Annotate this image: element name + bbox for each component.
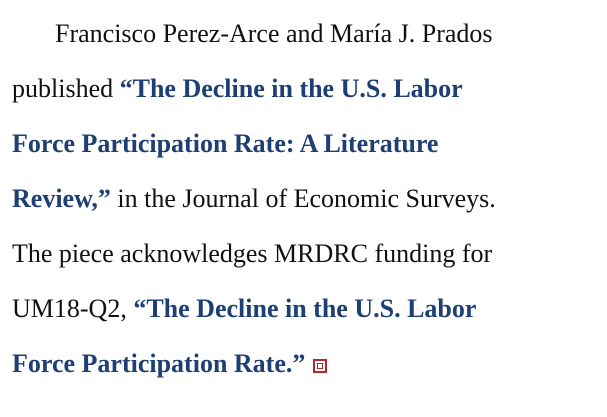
- link-text[interactable]: “The Decline in the U.S. Labor: [133, 294, 477, 323]
- text-line: Francisco Perez-Arce and María J. Prados: [12, 6, 595, 61]
- text-line: Force Participation Rate.”: [12, 336, 595, 391]
- body-text: The piece acknowledges MRDRC funding for: [12, 239, 493, 268]
- text-line: published “The Decline in the U.S. Labor: [12, 61, 595, 116]
- body-text: UM18-Q2,: [12, 294, 134, 323]
- external-icon[interactable]: [313, 359, 328, 373]
- body-text: published: [12, 74, 120, 103]
- text-line: UM18-Q2, “The Decline in the U.S. Labor: [12, 281, 595, 336]
- link-text[interactable]: Review,”: [12, 184, 111, 213]
- text-line: Review,” in the Journal of Economic Surv…: [12, 171, 595, 226]
- text-line: The piece acknowledges MRDRC funding for: [12, 226, 595, 281]
- link-text[interactable]: Force Participation Rate: A Literature: [12, 129, 439, 158]
- link-text[interactable]: Force Participation Rate.”: [12, 349, 306, 378]
- text-line: Force Participation Rate: A Literature: [12, 116, 595, 171]
- body-text: in the Journal of Economic Surveys.: [110, 184, 496, 213]
- body-text: Francisco Perez-Arce and María J. Prados: [55, 19, 493, 48]
- link-text[interactable]: “The Decline in the U.S. Labor: [119, 74, 463, 103]
